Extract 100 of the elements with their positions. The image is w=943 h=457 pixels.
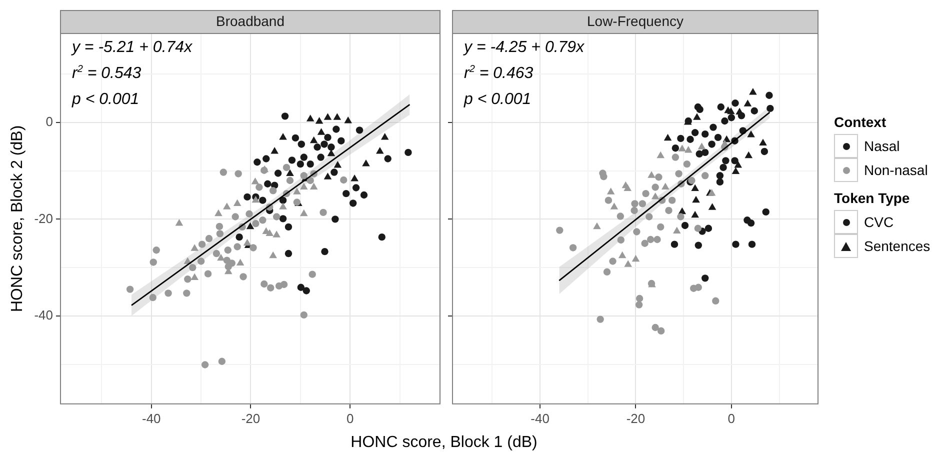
point	[197, 258, 205, 265]
point	[264, 180, 272, 188]
y-tick-label: -20	[34, 210, 53, 226]
point	[342, 190, 350, 198]
point	[759, 138, 767, 146]
point	[617, 236, 624, 244]
point	[234, 170, 242, 178]
point	[652, 324, 659, 332]
point	[306, 176, 314, 184]
point	[340, 176, 348, 184]
point	[716, 178, 724, 186]
point	[152, 246, 160, 254]
point	[686, 136, 694, 143]
point	[332, 126, 340, 133]
point	[272, 213, 280, 220]
point	[708, 203, 716, 210]
point	[198, 240, 206, 248]
point	[704, 224, 712, 232]
point	[677, 134, 684, 142]
point	[362, 160, 370, 166]
point	[164, 290, 172, 297]
point	[236, 233, 243, 241]
x-tick-label: -20	[626, 410, 646, 426]
point	[762, 208, 770, 216]
point	[664, 134, 672, 141]
point	[630, 206, 638, 214]
point	[609, 258, 616, 265]
point	[657, 223, 664, 231]
point	[731, 157, 738, 164]
point	[190, 273, 199, 280]
x-tick-label: -40	[530, 410, 550, 426]
point	[218, 358, 226, 365]
point	[280, 280, 288, 288]
point	[259, 196, 266, 204]
point	[738, 112, 746, 120]
point	[254, 158, 261, 166]
point	[603, 268, 611, 276]
point	[306, 160, 314, 168]
point	[668, 196, 676, 204]
point	[616, 212, 624, 220]
point	[126, 286, 134, 293]
point	[298, 140, 306, 148]
point	[642, 190, 650, 198]
point	[681, 222, 689, 230]
point	[252, 220, 260, 228]
point	[693, 113, 701, 120]
point	[632, 254, 640, 262]
point	[240, 273, 247, 280]
point	[246, 210, 253, 218]
point	[691, 129, 699, 136]
point	[657, 327, 665, 334]
point	[604, 196, 612, 204]
point	[665, 206, 672, 214]
point	[656, 151, 665, 158]
point	[692, 196, 700, 203]
point	[384, 155, 392, 162]
annotation: r$^{2}$ = 0.543	[72, 63, 142, 84]
point	[702, 274, 709, 282]
point	[696, 106, 704, 114]
point	[694, 242, 702, 249]
chart-title: Low-Frequency	[587, 12, 684, 29]
point	[315, 117, 324, 124]
point	[297, 284, 305, 291]
point	[734, 161, 742, 168]
annotation: p < 0.001	[72, 90, 140, 110]
point	[722, 157, 730, 164]
point	[766, 92, 773, 99]
point	[404, 148, 412, 156]
point	[378, 233, 386, 241]
point	[732, 167, 740, 174]
point	[252, 196, 260, 203]
point	[655, 174, 662, 181]
point	[266, 229, 274, 236]
point	[256, 184, 263, 191]
point	[246, 222, 254, 230]
point	[694, 224, 702, 232]
point	[332, 216, 339, 223]
point	[600, 173, 608, 180]
point	[683, 160, 691, 168]
point	[190, 244, 199, 251]
point	[232, 213, 239, 220]
point	[279, 132, 287, 140]
point	[189, 264, 196, 272]
point	[721, 117, 728, 125]
point	[684, 146, 692, 153]
chart-title: Broadband	[216, 12, 284, 29]
text: Context	[834, 114, 888, 130]
point	[300, 209, 308, 216]
point	[300, 172, 308, 180]
point	[324, 134, 332, 142]
point	[270, 146, 278, 154]
point	[352, 184, 360, 192]
point	[262, 155, 270, 162]
x-tick-label: 0	[346, 410, 354, 426]
point	[593, 222, 601, 230]
point	[344, 116, 352, 124]
point	[732, 100, 739, 107]
point	[314, 144, 321, 151]
point	[646, 236, 654, 244]
point	[646, 213, 653, 220]
